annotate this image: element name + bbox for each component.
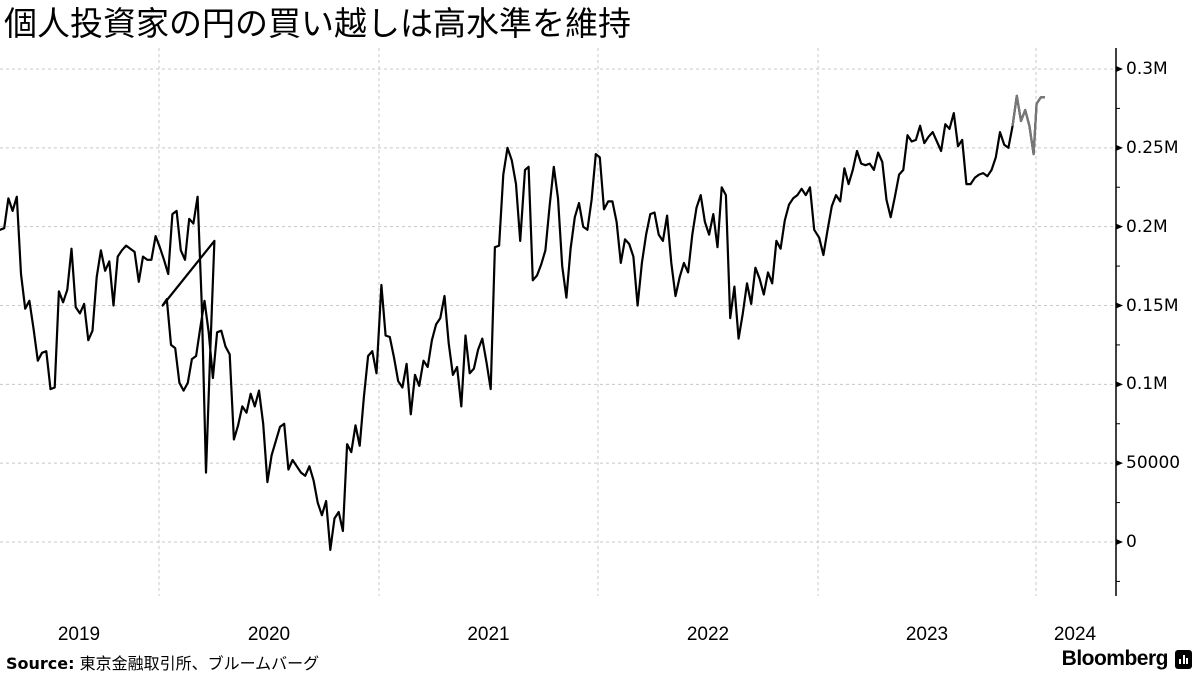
y-tick-label: 0.15M bbox=[1126, 295, 1179, 316]
chart-title: 個人投資家の円の買い越しは高水準を維持 bbox=[4, 4, 631, 43]
x-tick-label: 2023 bbox=[905, 624, 949, 645]
gridlines bbox=[0, 48, 1116, 596]
y-tick-label: 0.2M bbox=[1126, 216, 1168, 237]
x-tick-label: 2022 bbox=[686, 624, 730, 645]
y-tick-mark bbox=[1116, 539, 1123, 545]
y-tick-mark bbox=[1116, 144, 1123, 151]
y-tick-label: 0.25M bbox=[1126, 137, 1179, 158]
series-highlight-line bbox=[1011, 94, 1045, 156]
y-tick-mark bbox=[1116, 460, 1123, 467]
y-tick-label: 0 bbox=[1126, 532, 1137, 552]
y-tick-mark bbox=[1116, 223, 1123, 230]
bloomberg-logo: Bloomberg bbox=[1061, 647, 1169, 670]
x-tick-label: 2021 bbox=[467, 624, 510, 645]
source-note: Source: 東京金融取引所、ブルームバーグ bbox=[6, 650, 319, 674]
x-tick-label: 2019 bbox=[57, 624, 101, 645]
y-tick-mark bbox=[1116, 302, 1123, 309]
y-tick-label: 0.3M bbox=[1126, 59, 1168, 79]
y-tick-mark bbox=[1116, 66, 1123, 72]
y-tick-label: 0.1M bbox=[1126, 374, 1168, 395]
x-tick-label: 2024 bbox=[1053, 624, 1097, 645]
source-text: 東京金融取引所、ブルームバーグ bbox=[79, 654, 320, 673]
bloomberg-chart-icon bbox=[1175, 650, 1192, 669]
series-line bbox=[0, 94, 1045, 552]
x-tick-label: 2020 bbox=[247, 624, 291, 645]
y-axis-ticks bbox=[1116, 66, 1123, 582]
source-label: Source: bbox=[6, 654, 75, 673]
y-tick-label: 50000 bbox=[1126, 453, 1181, 474]
y-tick-mark bbox=[1116, 381, 1123, 388]
